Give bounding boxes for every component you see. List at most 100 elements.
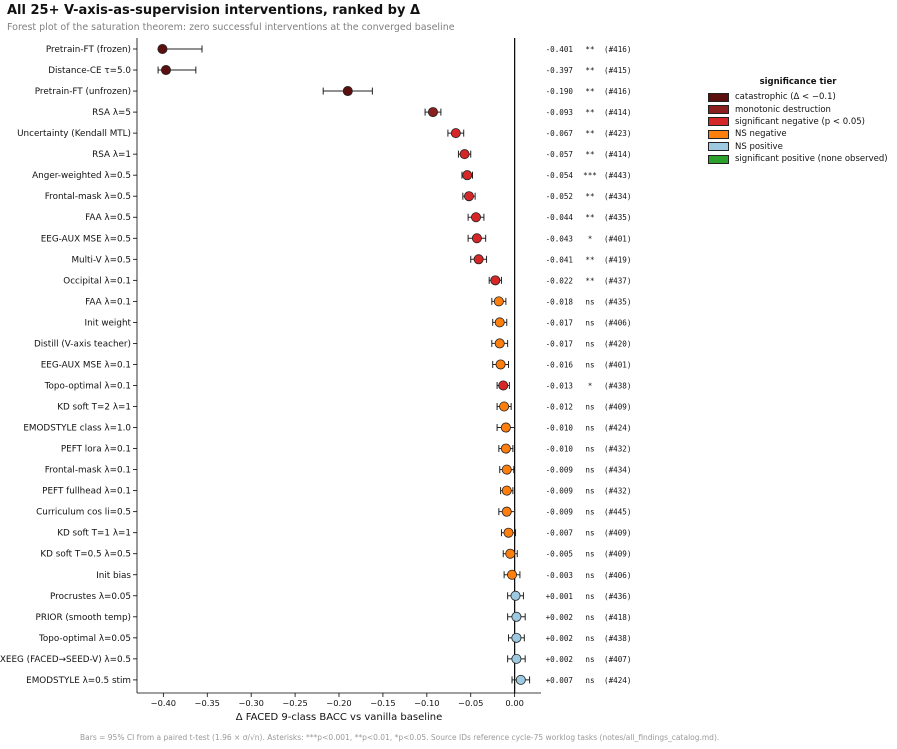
data-point bbox=[507, 569, 518, 580]
significance-marker: ** bbox=[585, 255, 594, 264]
significance-marker: ns bbox=[585, 466, 594, 475]
y-tick-label: Init weight bbox=[84, 318, 131, 328]
data-point bbox=[511, 632, 522, 643]
source-id: (#435) bbox=[604, 297, 631, 306]
delta-value: +0.002 bbox=[546, 634, 573, 643]
significance-marker: ns bbox=[585, 297, 594, 306]
data-point bbox=[505, 548, 516, 559]
source-id: (#438) bbox=[604, 634, 631, 643]
y-tick-label: Multi-V λ=0.5 bbox=[71, 255, 131, 265]
y-tick-label: Pretrain-FT (unfrozen) bbox=[35, 87, 131, 97]
delta-value: -0.005 bbox=[546, 550, 573, 559]
y-tick-label: Topo-optimal λ=0.05 bbox=[38, 634, 131, 644]
significance-marker: ** bbox=[585, 129, 594, 138]
delta-value: -0.093 bbox=[546, 108, 573, 117]
data-point bbox=[160, 65, 171, 76]
significance-marker: ns bbox=[585, 508, 594, 517]
legend-label: significant negative (p < 0.05) bbox=[735, 116, 865, 127]
data-point bbox=[459, 149, 470, 160]
delta-value: -0.009 bbox=[546, 508, 574, 517]
legend-items: catastrophic (Δ < −0.1) monotonic destruc… bbox=[706, 91, 888, 165]
delta-value: -0.016 bbox=[546, 360, 574, 369]
source-id: (#415) bbox=[604, 66, 631, 75]
legend-swatch bbox=[708, 117, 729, 127]
y-tick-label: Anger-weighted λ=0.5 bbox=[32, 171, 131, 181]
source-id: (#436) bbox=[604, 592, 631, 601]
significance-marker: ** bbox=[585, 108, 594, 117]
y-tick-label: Uncertainty (Kendall MTL) bbox=[17, 129, 131, 139]
x-tick-label: −0.30 bbox=[238, 698, 263, 708]
y-tick-label: Distill (V-axis teacher) bbox=[34, 339, 131, 349]
significance-marker: ns bbox=[585, 445, 594, 454]
delta-value: -0.054 bbox=[546, 171, 574, 180]
y-tick-label: Frontal-mask λ=0.5 bbox=[45, 192, 131, 202]
y-tick-label: Procrustes λ=0.05 bbox=[50, 592, 131, 602]
source-id: (#406) bbox=[604, 571, 631, 580]
significance-marker: ns bbox=[585, 529, 594, 538]
delta-value: -0.043 bbox=[546, 234, 573, 243]
source-id: (#416) bbox=[604, 87, 631, 96]
legend-item: NS negative bbox=[706, 128, 888, 140]
significance-marker: ns bbox=[585, 634, 594, 643]
significance-marker: ** bbox=[585, 192, 594, 201]
significance-marker: ** bbox=[585, 66, 594, 75]
delta-value: -0.041 bbox=[546, 255, 574, 264]
source-id: (#407) bbox=[604, 655, 631, 664]
delta-value: -0.017 bbox=[546, 339, 573, 348]
source-id: (#435) bbox=[604, 213, 631, 222]
source-id: (#406) bbox=[604, 318, 631, 327]
legend-swatch bbox=[708, 142, 729, 152]
delta-value: +0.002 bbox=[546, 613, 573, 622]
x-axis-label: Δ FACED 9-class BACC vs vanilla baseline bbox=[236, 712, 443, 723]
significance-marker: ns bbox=[585, 550, 594, 559]
delta-value: -0.010 bbox=[546, 424, 574, 433]
data-point bbox=[511, 653, 522, 664]
data-point bbox=[493, 296, 504, 307]
y-tick-label: Distance-CE τ=5.0 bbox=[48, 66, 131, 76]
data-point bbox=[495, 359, 506, 370]
source-id: (#418) bbox=[604, 613, 631, 622]
delta-value: -0.003 bbox=[546, 571, 573, 580]
source-id: (#445) bbox=[604, 508, 631, 517]
source-id: (#434) bbox=[604, 192, 631, 201]
y-tick-label: KD soft T=1 λ=1 bbox=[57, 529, 131, 539]
data-point bbox=[499, 401, 510, 412]
y-tick-label: FAA λ=0.1 bbox=[85, 297, 131, 307]
data-point bbox=[501, 464, 512, 475]
legend-item: NS positive bbox=[706, 141, 888, 153]
delta-value: -0.007 bbox=[546, 529, 573, 538]
data-point bbox=[342, 86, 353, 97]
y-tick-label: EMODSTYLE class λ=1.0 bbox=[23, 424, 131, 434]
significance-marker: ** bbox=[585, 87, 594, 96]
delta-value: -0.067 bbox=[546, 129, 573, 138]
legend-swatch bbox=[708, 154, 729, 164]
delta-value: +0.007 bbox=[546, 676, 573, 685]
y-tick-label: EMODSTYLE λ=0.5 stim bbox=[26, 676, 131, 686]
data-point bbox=[494, 317, 505, 328]
significance-marker: ns bbox=[585, 318, 594, 327]
significance-marker: ** bbox=[585, 150, 594, 159]
source-id: (#409) bbox=[604, 550, 631, 559]
y-tick-label: EEG-AUX MSE λ=0.1 bbox=[41, 360, 131, 370]
source-id: (#424) bbox=[604, 424, 631, 433]
source-id: (#401) bbox=[604, 360, 631, 369]
significance-marker: ns bbox=[585, 676, 594, 685]
x-tick-label: −0.20 bbox=[326, 698, 351, 708]
source-id: (#438) bbox=[604, 381, 631, 390]
data-point bbox=[427, 107, 438, 118]
legend-label: NS negative bbox=[735, 129, 787, 140]
y-tick-label: RSA λ=5 bbox=[92, 108, 131, 118]
significance-marker: ns bbox=[585, 403, 594, 412]
data-point bbox=[511, 611, 522, 622]
legend-item: catastrophic (Δ < −0.1) bbox=[706, 91, 888, 103]
y-tick-label: Topo-optimal λ=0.1 bbox=[44, 381, 131, 391]
delta-value: -0.017 bbox=[546, 318, 573, 327]
y-tick-label: RSA λ=1 bbox=[92, 150, 131, 160]
significance-marker: * bbox=[588, 234, 593, 243]
delta-value: -0.397 bbox=[546, 66, 573, 75]
source-id: (#401) bbox=[604, 234, 631, 243]
significance-marker: ** bbox=[585, 276, 594, 285]
legend-label: NS positive bbox=[735, 141, 783, 152]
significance-marker: ns bbox=[585, 424, 594, 433]
